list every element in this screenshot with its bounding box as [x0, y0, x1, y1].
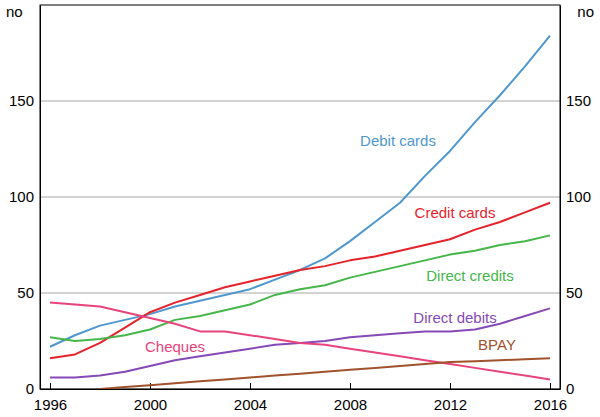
y-unit-right: no — [577, 3, 594, 20]
series-label: Cheques — [145, 338, 205, 355]
plot-frame — [40, 5, 560, 389]
grid-line — [40, 101, 560, 102]
series-label: BPAY — [478, 336, 516, 353]
tick-mark — [450, 383, 451, 389]
series-line — [50, 235, 550, 341]
tick: 100 — [560, 188, 591, 205]
axis-line — [40, 6, 41, 390]
grid — [40, 101, 560, 389]
y-unit-left: no — [6, 3, 23, 20]
series-line — [50, 203, 550, 359]
tick: 150 — [9, 92, 40, 109]
series-labels: Debit cards Credit cards Direct credits Dir… — [145, 132, 516, 355]
tick-mark — [350, 383, 351, 389]
tick: 2016 — [534, 383, 567, 413]
series-line — [50, 36, 550, 347]
tick-mark — [50, 383, 51, 389]
tick: 150 — [560, 92, 591, 109]
chart: 1996200020042008201220160501001500501001… — [0, 0, 600, 417]
y-axis-left: 0 50 100 150 — [9, 6, 41, 398]
tick-label: 150 — [566, 92, 591, 109]
axis-line — [560, 6, 561, 390]
tick-label: 2012 — [434, 396, 467, 413]
tick-label: 0 — [566, 380, 574, 397]
series-line — [100, 358, 550, 389]
tick: 2008 — [334, 383, 367, 413]
tick-label: 2004 — [234, 396, 267, 413]
tick-mark — [550, 383, 551, 389]
series-line — [50, 303, 550, 380]
tick-label: 50 — [17, 284, 34, 301]
series-label: Direct debits — [413, 309, 496, 326]
series-label: Direct credits — [426, 267, 514, 284]
grid-line — [40, 293, 560, 294]
tick-label: 100 — [9, 188, 34, 205]
axis-line — [41, 389, 561, 390]
tick-label: 2008 — [334, 396, 367, 413]
lines — [50, 36, 550, 389]
tick-label: 2000 — [134, 396, 167, 413]
series-label: Credit cards — [415, 204, 496, 221]
tick: 0 — [560, 380, 574, 397]
tick: 1996 — [34, 383, 67, 413]
tick: 50 — [17, 284, 40, 301]
series-label: Debit cards — [360, 132, 436, 149]
tick-label: 2016 — [534, 396, 567, 413]
y-axis-right: 0 50 100 150 — [560, 6, 591, 398]
tick-label: 50 — [566, 284, 583, 301]
grid-line — [40, 197, 560, 198]
tick-label: 0 — [26, 380, 34, 397]
tick: 2004 — [234, 383, 267, 413]
tick: 0 — [26, 380, 40, 397]
tick-label: 150 — [9, 92, 34, 109]
tick-mark — [250, 383, 251, 389]
tick: 2012 — [434, 383, 467, 413]
tick: 2000 — [134, 383, 167, 413]
tick: 100 — [9, 188, 40, 205]
tick: 50 — [560, 284, 583, 301]
tick-label: 100 — [566, 188, 591, 205]
tick-label: 1996 — [34, 396, 67, 413]
